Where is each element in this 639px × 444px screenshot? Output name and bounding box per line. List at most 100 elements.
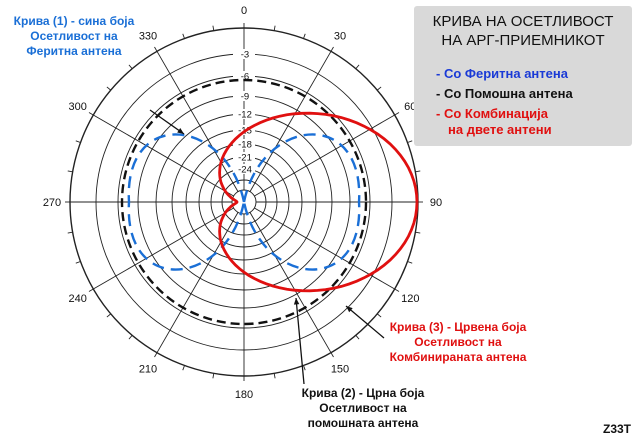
- legend-title-line2: НА АРГ-ПРИЕМНИКОТ: [441, 32, 605, 49]
- tick-mark: [128, 335, 133, 340]
- tick-mark: [128, 64, 133, 69]
- tick-mark: [330, 352, 334, 358]
- db-label-bg: [233, 71, 255, 81]
- grid-spoke: [93, 114, 234, 197]
- db-label: -21: [238, 153, 252, 164]
- db-label: -12: [238, 110, 252, 121]
- annotation-curve3-line3: Комбинираната антена: [389, 350, 527, 364]
- sense-pointer: [295, 297, 305, 385]
- angle-label: 0: [241, 5, 247, 17]
- tick-mark: [182, 33, 185, 39]
- angle-label: 60: [404, 101, 416, 113]
- annotation-curve2-line3: помошната антена: [307, 416, 419, 430]
- angle-label: 120: [401, 293, 419, 305]
- tick-mark: [106, 86, 111, 91]
- legend-item-combined-line2: на двете антени: [448, 122, 552, 137]
- tick-mark: [273, 25, 276, 31]
- angle-label: 210: [139, 363, 157, 375]
- combined-curve: [218, 111, 419, 293]
- grid-spoke: [249, 51, 332, 192]
- annotation-curve2-line1: Крива (2) - Црна боја: [301, 386, 425, 400]
- tick-mark: [303, 365, 306, 371]
- db-label-bg: [233, 139, 255, 149]
- tick-mark: [377, 313, 382, 318]
- db-label-bg: [233, 49, 255, 59]
- legend-item-combined: - Со Комбинација: [436, 106, 548, 121]
- tick-mark: [394, 288, 400, 292]
- grid-spoke: [156, 212, 239, 353]
- angle-label: 30: [334, 31, 346, 43]
- angle-label: 330: [139, 31, 157, 43]
- annotation-curve1-line2: Осетливост на: [30, 29, 118, 43]
- tick-mark: [273, 373, 276, 379]
- sense-pointer-head: [293, 298, 300, 305]
- legend-box: КРИВА НА ОСЕТЛИВОСТ НА АРГ-ПРИЕМНИКОТ - …: [414, 6, 632, 146]
- db-label-bg: [233, 109, 255, 119]
- annotation-curve2: Крива (2) - Црна боја Осетливост на помо…: [288, 386, 438, 431]
- grid-spoke: [254, 114, 395, 197]
- annotation-curve1: Крива (1) - сина боја Осетливост на Фери…: [4, 14, 144, 59]
- combined-pointer-head: [346, 306, 353, 313]
- legend-title-line1: КРИВА НА ОСЕТЛИВОСТ: [432, 13, 614, 30]
- tick-mark: [407, 261, 413, 264]
- tick-mark: [303, 33, 306, 39]
- figure-code: Z33T: [602, 422, 631, 436]
- tick-mark: [154, 352, 158, 358]
- annotation-curve2-line2: Осетливост на: [319, 401, 407, 415]
- annotation-curve3-line1: Крива (3) - Црвена боја: [389, 320, 527, 334]
- db-label-bg: [233, 125, 255, 135]
- grid-spoke: [254, 207, 395, 290]
- tick-mark: [75, 261, 81, 264]
- combined-pointer: [345, 305, 385, 339]
- annotation-curve3-line2: Осетливост на: [414, 335, 502, 349]
- ferrite-curve-left-lobe: [127, 133, 246, 271]
- tick-mark: [67, 231, 73, 234]
- angle-label: 240: [69, 293, 87, 305]
- tick-mark: [106, 313, 111, 318]
- grid-spoke: [156, 51, 239, 192]
- db-label: -3: [241, 50, 249, 61]
- tick-mark: [355, 64, 360, 69]
- ferrite-pointer-head: [177, 128, 184, 134]
- tick-mark: [407, 140, 413, 143]
- grid-spoke: [249, 212, 332, 353]
- angle-label: 90: [430, 197, 442, 209]
- db-label: -6: [241, 72, 249, 83]
- tick-mark: [394, 112, 400, 116]
- tick-mark: [330, 46, 334, 52]
- legend-title: КРИВА НА ОСЕТЛИВОСТ НА АРГ-ПРИЕМНИКОТ: [414, 12, 632, 50]
- angle-label: 270: [43, 197, 61, 209]
- ferrite-curve-right-lobe: [242, 133, 361, 271]
- db-label: -18: [238, 140, 252, 151]
- tick-mark: [182, 365, 185, 371]
- tick-mark: [67, 170, 73, 173]
- tick-mark: [212, 373, 215, 379]
- tick-mark: [88, 288, 94, 292]
- annotation-curve3: Крива (3) - Црвена боја Осетливост на Ко…: [378, 320, 538, 365]
- db-label-bg: [233, 91, 255, 101]
- legend-item-ferrite: - Со Феритна антена: [436, 66, 568, 81]
- tick-mark: [154, 46, 158, 52]
- sense-antenna-curve: [120, 78, 368, 326]
- tick-mark: [212, 25, 215, 31]
- tick-mark: [377, 86, 382, 91]
- legend-item-sense: - Со Помошна антена: [436, 86, 573, 101]
- tick-mark: [88, 112, 94, 116]
- angle-label: 150: [331, 363, 349, 375]
- angle-label: 300: [69, 101, 87, 113]
- db-label-bg: [233, 164, 255, 174]
- tick-mark: [75, 140, 81, 143]
- annotation-curve1-line1: Крива (1) - сина боја: [13, 14, 135, 28]
- tick-mark: [415, 231, 421, 234]
- db-label: -24: [238, 165, 252, 176]
- annotation-curve1-line3: Феритна антена: [26, 44, 122, 58]
- angle-label: 180: [235, 389, 253, 401]
- tick-mark: [355, 335, 360, 340]
- db-label: -9: [241, 92, 249, 103]
- tick-mark: [415, 170, 421, 173]
- db-label-bg: [233, 152, 255, 162]
- ferrite-pointer: [149, 109, 185, 135]
- grid-spoke: [93, 207, 234, 290]
